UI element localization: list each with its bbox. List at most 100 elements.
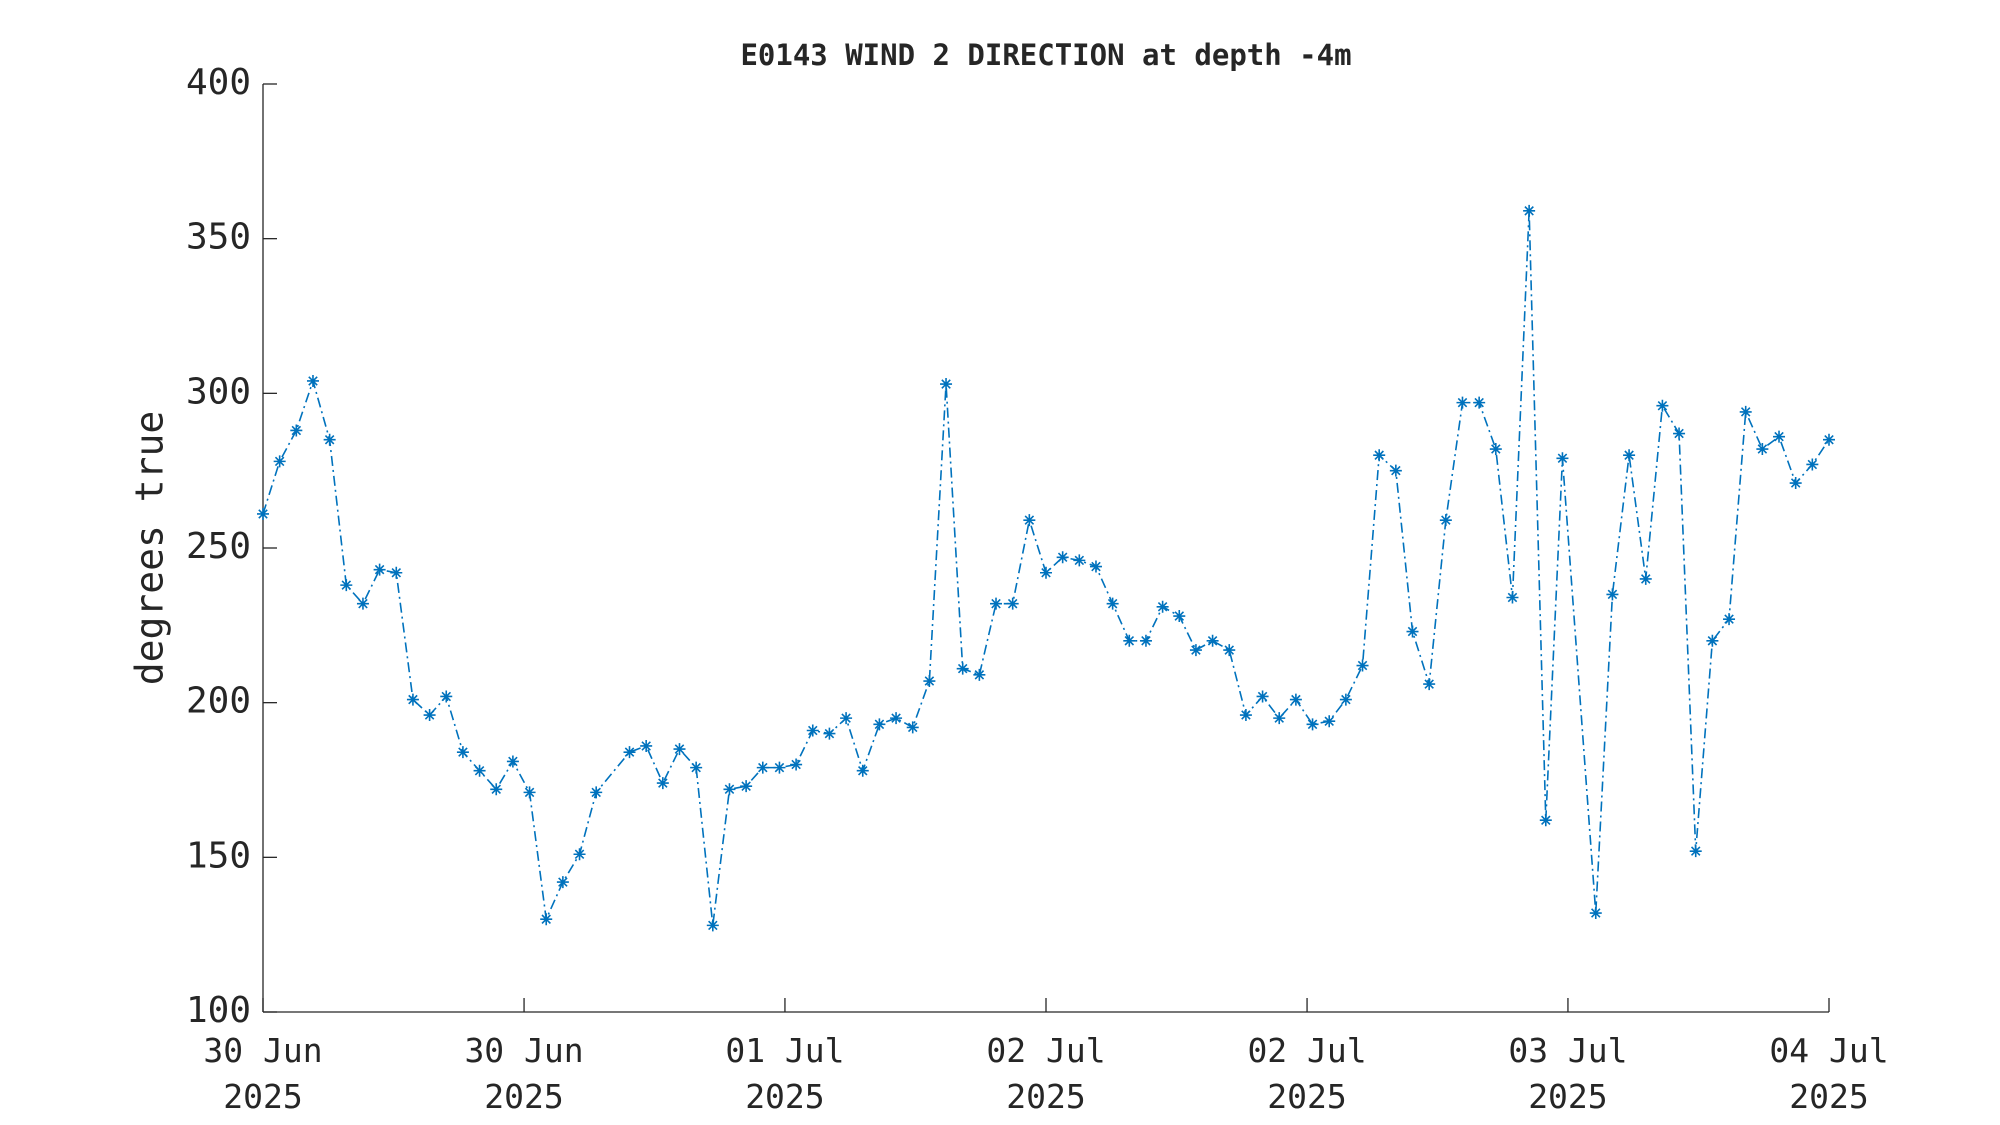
marker xyxy=(856,764,869,777)
marker xyxy=(423,709,436,722)
y-tick-label: 250 xyxy=(186,526,251,567)
marker xyxy=(756,761,769,774)
marker xyxy=(556,876,569,889)
marker xyxy=(923,675,936,688)
marker xyxy=(506,755,519,768)
marker xyxy=(257,507,269,520)
marker xyxy=(1406,625,1419,638)
marker xyxy=(290,424,303,437)
marker xyxy=(473,764,486,777)
marker xyxy=(1439,514,1452,527)
marker xyxy=(706,919,719,932)
y-tick-label: 150 xyxy=(186,835,251,876)
marker xyxy=(1739,405,1752,418)
marker xyxy=(1073,554,1086,567)
y-tick-label: 300 xyxy=(186,371,251,412)
marker xyxy=(1723,613,1736,626)
marker xyxy=(573,848,586,861)
marker xyxy=(1023,514,1036,527)
marker xyxy=(1639,572,1652,585)
marker xyxy=(640,739,653,752)
marker xyxy=(373,563,386,576)
marker xyxy=(340,579,353,592)
marker xyxy=(990,597,1003,610)
marker xyxy=(956,662,969,675)
y-tick-label: 400 xyxy=(186,62,251,103)
marker xyxy=(1656,399,1669,412)
marker xyxy=(1539,814,1552,827)
x-tick-label: 03 Jul 2025 xyxy=(1508,1031,1628,1116)
marker xyxy=(1056,551,1069,564)
marker xyxy=(590,786,603,799)
marker xyxy=(1523,204,1536,217)
marker xyxy=(723,783,736,796)
marker xyxy=(1323,715,1336,728)
marker xyxy=(1589,907,1602,920)
marker xyxy=(356,597,369,610)
marker xyxy=(1239,709,1252,722)
x-tick-label: 30 Jun 2025 xyxy=(203,1031,323,1116)
y-tick-label: 350 xyxy=(186,217,251,258)
y-tick-label: 100 xyxy=(186,990,251,1031)
marker xyxy=(1556,452,1569,465)
marker xyxy=(1356,659,1369,672)
marker xyxy=(1789,477,1802,490)
marker xyxy=(890,712,903,725)
marker xyxy=(740,780,753,793)
marker xyxy=(940,378,953,391)
marker xyxy=(1156,600,1169,613)
marker xyxy=(540,913,553,926)
marker xyxy=(490,783,503,796)
marker xyxy=(806,724,819,737)
marker xyxy=(1506,591,1519,604)
x-tick-label: 30 Jun 2025 xyxy=(464,1031,584,1116)
marker xyxy=(1123,634,1136,647)
marker xyxy=(273,455,286,468)
marker xyxy=(1823,433,1835,446)
marker xyxy=(790,758,803,771)
marker xyxy=(1273,712,1286,725)
marker xyxy=(1006,597,1019,610)
x-tick-label: 02 Jul 2025 xyxy=(986,1031,1106,1116)
marker xyxy=(1106,597,1119,610)
y-tick-label: 200 xyxy=(186,681,251,722)
marker xyxy=(773,761,786,774)
marker xyxy=(1373,449,1386,462)
chart-title: E0143 WIND 2 DIRECTION at depth -4m xyxy=(740,38,1351,72)
marker xyxy=(306,374,319,387)
marker xyxy=(1223,644,1236,657)
marker xyxy=(1139,634,1152,647)
marker xyxy=(823,727,836,740)
marker xyxy=(1489,443,1502,456)
marker xyxy=(1206,634,1219,647)
marker xyxy=(440,690,453,703)
marker xyxy=(390,566,403,579)
marker xyxy=(1256,690,1269,703)
marker xyxy=(1089,560,1102,573)
marker xyxy=(623,746,636,759)
marker xyxy=(673,743,686,756)
marker xyxy=(1773,430,1786,443)
marker xyxy=(973,668,986,681)
y-axis-label: degrees true xyxy=(128,411,172,686)
marker xyxy=(656,777,669,790)
marker xyxy=(1606,588,1619,601)
marker xyxy=(1473,396,1486,409)
marker xyxy=(1306,718,1319,731)
marker xyxy=(456,746,469,759)
marker xyxy=(1623,449,1636,462)
x-tick-label: 02 Jul 2025 xyxy=(1247,1031,1367,1116)
marker xyxy=(1423,678,1436,691)
marker xyxy=(1456,396,1469,409)
marker xyxy=(1689,845,1702,858)
marker xyxy=(1189,644,1202,657)
marker xyxy=(406,693,419,706)
x-tick-label: 01 Jul 2025 xyxy=(725,1031,845,1116)
marker xyxy=(1173,610,1186,623)
marker xyxy=(1756,443,1769,456)
marker xyxy=(906,721,919,734)
marker xyxy=(1673,427,1686,440)
x-tick-label: 04 Jul 2025 xyxy=(1769,1031,1889,1116)
